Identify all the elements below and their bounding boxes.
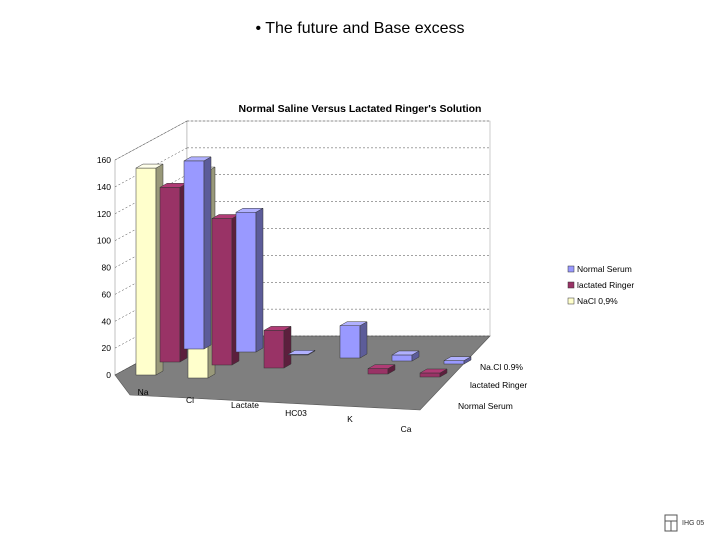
legend-entry: NaCl 0,9% [567, 296, 618, 306]
slide-title: • The future and Base excess [255, 20, 465, 37]
bar [339, 321, 368, 359]
legend-swatch [567, 265, 575, 273]
footer-text: IHG 05 [682, 520, 705, 527]
bar [443, 356, 472, 365]
x-axis-labels: Na Cl Lactate HC03 K Ca [138, 387, 412, 434]
depth-tick-label: lactated Ringer [470, 380, 527, 390]
y-tick-label: 80 [102, 263, 112, 273]
logo-icon [664, 514, 678, 532]
bar [135, 163, 164, 376]
y-axis-ticks: 0 20 40 60 80 100 120 140 160 [97, 155, 111, 380]
chart-title: Normal Saline Versus Lactated Ringer's S… [239, 103, 482, 115]
bar [287, 349, 316, 356]
legend: Normal Serum lactated Ringer NaCl 0,9% [567, 264, 634, 306]
bar [159, 182, 188, 363]
gridlines [114, 120, 490, 376]
bar [235, 207, 264, 353]
bar [263, 325, 292, 369]
legend-label: lactated Ringer [577, 280, 634, 290]
bar [391, 350, 420, 362]
y-tick-label: 0 [106, 370, 111, 380]
x-tick-label: HC03 [285, 408, 307, 418]
gridline-side [114, 120, 188, 161]
y-tick-label: 100 [97, 236, 111, 246]
x-tick-label: Lactate [231, 400, 259, 410]
y-tick-label: 140 [97, 182, 111, 192]
depth-tick-label: Na.Cl 0.9% [480, 362, 523, 372]
y-tick-label: 20 [102, 343, 112, 353]
depth-tick-label: Normal Serum [458, 401, 513, 411]
depth-axis-labels: Na.Cl 0.9% lactated Ringer Normal Serum [458, 362, 527, 411]
x-tick-label: Ca [401, 424, 412, 434]
bar [367, 364, 396, 375]
x-tick-label: Na [138, 387, 149, 397]
bars [135, 156, 472, 379]
y-tick-label: 60 [102, 289, 112, 299]
legend-swatch [567, 281, 575, 289]
y-tick-label: 160 [97, 155, 111, 165]
x-tick-label: Cl [186, 395, 194, 405]
x-tick-label: K [347, 414, 353, 424]
y-tick-label: 120 [97, 209, 111, 219]
bar [183, 156, 212, 350]
bar [419, 368, 448, 378]
legend-entry: Normal Serum [567, 264, 632, 274]
legend-entry: lactated Ringer [567, 280, 634, 290]
footer: IHG 05 [664, 514, 720, 536]
bar [211, 214, 240, 366]
legend-label: Normal Serum [577, 264, 632, 274]
y-tick-label: 40 [102, 316, 112, 326]
legend-swatch [567, 297, 575, 305]
legend-label: NaCl 0,9% [577, 296, 618, 306]
